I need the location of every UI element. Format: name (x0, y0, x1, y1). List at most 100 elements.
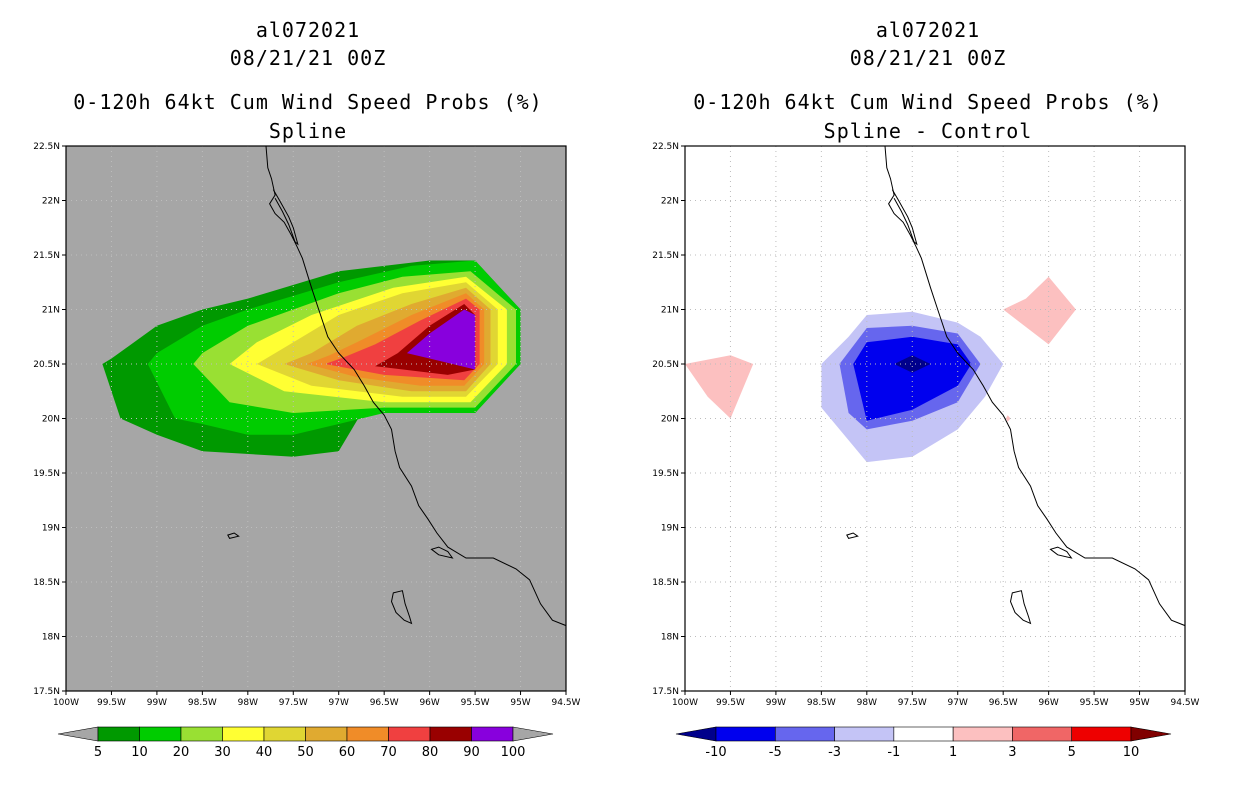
panel-1-plot-area (685, 146, 1185, 691)
panel-1-colorbar-swatch-5 (1012, 726, 1073, 742)
panel-0-colorbar-swatch-1 (139, 726, 182, 742)
panel-1-colorbar-swatch-2 (834, 726, 895, 742)
panel-1-xtick-label-0: 100W (672, 698, 698, 708)
panel-0-colorbar-swatch-8 (429, 726, 472, 742)
panel-1-xtick-label-8: 96W (1038, 698, 1058, 708)
panel-1-xtick-label-11: 94.5W (1171, 698, 1200, 708)
panel-1-xtick-label-10: 95W (1129, 698, 1149, 708)
right-title-line-4: Spline - Control (823, 119, 1033, 143)
panel-1-colorbar-arrow-high (1130, 726, 1172, 742)
panel-0-lagoon-north (272, 189, 299, 246)
left-title-line-4: Spline (268, 119, 348, 143)
panel-0-colorbar-swatch-5 (305, 726, 348, 742)
panel-0-lagoon-south (430, 546, 454, 559)
panel-1-lagoon-north (891, 189, 918, 246)
panel-1-xtick-label-3: 98.5W (807, 698, 836, 708)
panel-0-colorbar-swatch-7 (388, 726, 431, 742)
panel-0-colorbar-swatch-0 (97, 726, 140, 742)
panel-0-ytick-label-2: 18.5N (33, 578, 60, 588)
panel-1-ytick-label-5: 20N (661, 415, 679, 425)
panel-1-ytick-label-6: 20.5N (652, 360, 679, 370)
left-title-line-2: 08/21/21 00Z (229, 46, 387, 70)
panel-0-colorbar-arrow-high (512, 726, 554, 742)
panel-1-colorbar-label-2: -3 (828, 745, 841, 760)
panel-0-colorbar-label-9: 90 (463, 745, 480, 760)
panel-1-ytick-label-1: 18N (661, 633, 679, 643)
panel-0-colorbar-swatch-6 (346, 726, 389, 742)
panel-0-xtick-label-0: 100W (53, 698, 79, 708)
panel-0-ytick-label-10: 22.5N (33, 142, 60, 152)
panel-0-ytick-label-5: 20N (42, 415, 60, 425)
panel-0-xtick-label-8: 96W (419, 698, 439, 708)
panel-0-colorbar-label-0: 5 (94, 745, 102, 760)
panel-0-colorbar-label-1: 10 (131, 745, 148, 760)
panel-1-ytick-label-7: 21N (661, 306, 679, 316)
panel-0-xtick-label-3: 98.5W (188, 698, 217, 708)
panel-1-xtick-label-1: 99.5W (716, 698, 745, 708)
panel-1-contour-3-level--15 (894, 355, 931, 373)
panel-0-xtick-label-6: 97W (329, 698, 349, 708)
panel-1-contour-4-level-1 (685, 355, 754, 419)
panel-1-xtick-label-6: 97W (948, 698, 968, 708)
panel-0-small-lake (227, 532, 240, 539)
panel-0-colorbar-label-3: 30 (214, 745, 231, 760)
panel-0-colorbar-label-5: 50 (297, 745, 314, 760)
panel-1-xtick-label-5: 97.5W (898, 698, 927, 708)
panel-1-colorbar-swatch-6 (1071, 726, 1132, 742)
panel-0-ytick-label-7: 21N (42, 306, 60, 316)
panel-0-xtick-label-4: 98W (238, 698, 258, 708)
panel-0-inland-lake (390, 590, 413, 625)
panel-1-ytick-label-4: 19.5N (652, 469, 679, 479)
panel-1-colorbar-label-3: -1 (887, 745, 900, 760)
panel-1-small-lake (846, 532, 859, 539)
panel-0-xtick-label-2: 99W (147, 698, 167, 708)
panel-1-inland-lake (1009, 590, 1032, 625)
panel-0-colorbar-label-6: 60 (339, 745, 356, 760)
panel-1-ytick-label-9: 22N (661, 197, 679, 207)
panel-0-colorbar-label-8: 80 (422, 745, 439, 760)
panel-0-colorbar-swatch-2 (180, 726, 223, 742)
panel-1-colorbar-arrow-low (675, 726, 717, 742)
panel-0-coastline (265, 146, 566, 627)
left-title-line-1: al072021 (255, 18, 361, 42)
panel-1-coastline (884, 146, 1185, 627)
panel-1-colorbar-label-7: 10 (1123, 745, 1140, 760)
panel-0-colorbar-label-10: 100 (501, 745, 526, 760)
panel-0-colorbar-label-2: 20 (173, 745, 190, 760)
panel-1-colorbar-label-1: -5 (769, 745, 782, 760)
panel-0-colorbar-swatch-4 (263, 726, 306, 742)
panel-1-colorbar-swatch-0 (715, 726, 776, 742)
panel-1-colorbar-swatch-3 (893, 726, 954, 742)
right-title-line-3: 0-120h 64kt Cum Wind Speed Probs (%) (693, 90, 1163, 114)
panel-1-ytick-label-2: 18.5N (652, 578, 679, 588)
panel-0-xtick-label-1: 99.5W (97, 698, 126, 708)
panel-0-colorbar-swatch-9 (471, 726, 514, 742)
panel-1-xtick-label-4: 98W (857, 698, 877, 708)
panel-0-colorbar-arrow-low (57, 726, 99, 742)
panel-1-xtick-label-9: 95.5W (1080, 698, 1109, 708)
panel-0-colorbar-label-4: 40 (256, 745, 273, 760)
panel-0-plot-area (66, 146, 566, 691)
panel-0-ytick-label-0: 17.5N (33, 687, 60, 697)
panel-0-colorbar-swatch-3 (222, 726, 265, 742)
panel-0-ytick-label-8: 21.5N (33, 251, 60, 261)
panel-1-ytick-label-3: 19N (661, 524, 679, 534)
panel-0-ytick-label-6: 20.5N (33, 360, 60, 370)
panel-1-xtick-label-2: 99W (766, 698, 786, 708)
panel-0-xtick-label-10: 95W (510, 698, 530, 708)
panel-1-ytick-label-0: 17.5N (652, 687, 679, 697)
panel-1-contour-6-level-1 (1005, 415, 1011, 422)
panel-0-ytick-label-4: 19.5N (33, 469, 60, 479)
left-title-line-3: 0-120h 64kt Cum Wind Speed Probs (%) (73, 90, 543, 114)
panel-1-colorbar-label-0: -10 (705, 745, 726, 760)
panel-0-xtick-label-7: 96.5W (370, 698, 399, 708)
panel-0-colorbar-label-7: 70 (380, 745, 397, 760)
panel-1-contour-2-level--10 (853, 336, 972, 421)
panel-1-colorbar-swatch-1 (774, 726, 835, 742)
panel-0-xtick-label-5: 97.5W (279, 698, 308, 708)
panel-0-contour-9-level-90 (406, 309, 476, 370)
right-title-line-2: 08/21/21 00Z (849, 46, 1007, 70)
panel-0-xtick-label-11: 94.5W (552, 698, 581, 708)
panel-1-xtick-label-7: 96.5W (989, 698, 1018, 708)
